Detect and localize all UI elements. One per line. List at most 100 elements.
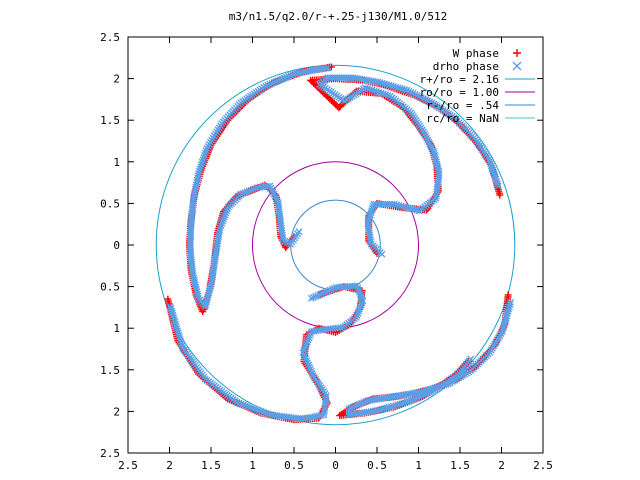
legend-label: W phase <box>453 47 499 60</box>
drho-phase-point <box>369 202 377 210</box>
drho-phase-point <box>358 295 366 303</box>
legend-label: ro/ro = 1.00 <box>420 86 499 99</box>
drho-phase-point <box>328 285 336 293</box>
data-markers <box>164 63 515 424</box>
legend-swatch <box>513 49 521 57</box>
y-tick-label: 2.5 <box>100 31 120 44</box>
x-tick-label: 1 <box>415 459 422 472</box>
drho-phase-point <box>219 215 227 223</box>
x-tick-label: 2.5 <box>533 459 553 472</box>
drho-phase-point <box>304 336 312 344</box>
drho-phase-point <box>241 189 249 197</box>
y-tick-label: 1 <box>113 156 120 169</box>
drho-phase-point <box>494 182 502 190</box>
drho-phase-point <box>359 297 367 305</box>
drho-phase-point <box>415 393 423 401</box>
drho-phase-point <box>247 186 255 194</box>
drho-phase-point <box>266 80 274 88</box>
drho-phase-point <box>221 211 229 219</box>
drho-phase-point <box>324 287 332 295</box>
drho-phase-point <box>422 390 430 398</box>
drho-phase-point <box>405 397 413 405</box>
drho-phase-point <box>407 397 415 404</box>
drho-phase-point <box>489 166 497 174</box>
drho-phase-point <box>352 313 360 321</box>
drho-phase-point <box>272 78 280 86</box>
drho-phase-point <box>219 217 227 225</box>
drho-phase-point <box>354 309 362 317</box>
drho-phase-point <box>367 238 375 246</box>
drho-phase-point <box>332 283 340 291</box>
drho-phase-point <box>356 290 364 298</box>
y-tick-label: 0.5 <box>100 281 120 294</box>
drho-phase-point <box>419 391 427 399</box>
drho-phase-point <box>366 213 374 221</box>
drho-phase-point <box>303 338 311 346</box>
drho-phase-point <box>243 188 251 196</box>
drho-phase-point <box>368 207 376 215</box>
y-tick-label: 2.5 <box>100 447 120 460</box>
drho-phase-point <box>278 75 286 83</box>
x-tick-label: 0.5 <box>284 459 304 472</box>
drho-phase-point <box>486 158 494 166</box>
drho-phase-point <box>330 284 338 292</box>
x-tick-label: 2.5 <box>118 459 138 472</box>
drho-phase-point <box>307 294 315 302</box>
drho-phase-point <box>264 81 272 89</box>
drho-phase-point <box>178 342 186 350</box>
drho-phase-point <box>490 171 498 179</box>
drho-phase-point <box>409 396 417 404</box>
drho-phase-point <box>357 293 365 300</box>
drho-phase-point <box>493 180 501 188</box>
drho-phase-point <box>366 211 374 219</box>
drho-phase-point <box>220 213 228 221</box>
drho-phase-point <box>287 71 295 79</box>
drho-phase-point <box>467 355 475 363</box>
drho-phase-point <box>309 293 317 301</box>
drho-phase-point <box>217 221 225 229</box>
drho-phase-point <box>301 344 309 352</box>
drho-phase-point <box>426 388 434 396</box>
circle-ro-ro-1-00 <box>252 161 419 329</box>
x-tick-label: 1.5 <box>450 459 470 472</box>
circle-r-ro-2-16 <box>155 64 516 426</box>
drho-phase-point <box>417 392 425 400</box>
drho-phase-point <box>194 292 202 300</box>
drho-phase-point <box>302 342 310 350</box>
legend-label: r+/ro = 2.16 <box>420 73 499 86</box>
drho-phase-point <box>353 311 361 319</box>
drho-phase-point <box>305 334 313 342</box>
drho-phase-point <box>326 74 334 82</box>
drho-phase-point <box>291 70 299 78</box>
drho-phase-point <box>378 250 386 258</box>
drho-phase-point <box>289 71 297 79</box>
drho-phase-point <box>322 288 330 296</box>
legend-label: r-/ro = .54 <box>426 99 499 112</box>
drho-phase-point <box>299 348 307 356</box>
drho-phase-point <box>428 388 436 396</box>
drho-phase-point <box>368 205 376 213</box>
chart-title: m3/n1.5/q2.0/r-+.25-j130/M1.0/512 <box>229 10 448 23</box>
drho-phase-point <box>432 192 440 200</box>
drho-phase-point <box>222 209 230 217</box>
drho-phase-point <box>487 160 495 168</box>
x-tick-label: 1.5 <box>201 459 221 472</box>
y-tick-label: 0 <box>113 239 120 252</box>
drho-phase-point <box>365 215 373 223</box>
drho-phase-point <box>270 79 278 87</box>
drho-phase-point <box>356 303 364 311</box>
drho-phase-point <box>302 340 310 348</box>
axis-ticks: 2.5 2 1.5 1 0.5 0 0.5 1 1.5 2 2.52.521.510.500.511… <box>100 31 553 472</box>
drho-phase-point <box>249 185 257 193</box>
drho-phase-point <box>268 79 276 87</box>
drho-phase-point <box>487 162 495 170</box>
y-tick-label: 1.5 <box>100 114 120 127</box>
drho-phase-point <box>216 224 224 232</box>
y-tick-label: 1.5 <box>100 364 120 377</box>
drho-phase-point <box>336 324 344 332</box>
drho-phase-point <box>403 398 411 406</box>
drho-phase-point <box>312 292 320 300</box>
drho-phase-point <box>401 399 409 407</box>
